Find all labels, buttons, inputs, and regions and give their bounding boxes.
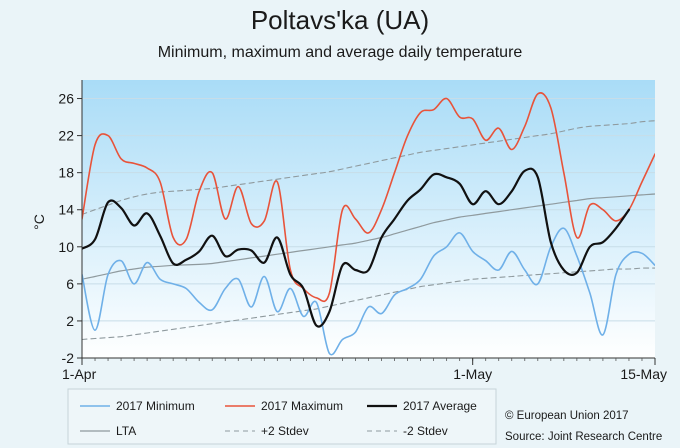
legend-label: 2017 Maximum: [261, 399, 343, 413]
legend-label: LTA: [116, 424, 136, 438]
legend-label: -2 Stdev: [403, 424, 448, 438]
series-2017-maximum-line: [82, 92, 655, 303]
y-tick-label: 14: [58, 202, 74, 218]
credit-eu: © European Union 2017: [505, 410, 629, 422]
chart-subtitle: Minimum, maximum and average daily tempe…: [158, 44, 523, 61]
series-2017-minimum-line: [82, 227, 655, 356]
series-2-stdev-line: [82, 120, 655, 215]
chart-title: Poltavs'ka (UA): [251, 5, 429, 35]
legend-label: 2017 Average: [403, 399, 477, 413]
y-tick-label: -2: [62, 350, 75, 366]
legend-label: +2 Stdev: [261, 424, 309, 438]
credit-source: Source: Joint Research Centre: [505, 431, 662, 443]
x-tick-label: 1-May: [453, 366, 492, 382]
x-tick-label: 15-May: [620, 366, 667, 382]
y-tick-label: 26: [58, 91, 74, 107]
legend-label: 2017 Minimum: [116, 399, 195, 413]
series-2017-average-line: [82, 167, 631, 328]
series-group: [82, 92, 655, 356]
y-tick-label: 6: [66, 276, 74, 292]
x-tick-label: 1-Apr: [62, 366, 97, 382]
legend: 2017 Minimum 2017 Maximum 2017 Average LTA +…: [80, 399, 477, 438]
plot-area: [82, 80, 655, 358]
y-tick-label: 10: [58, 239, 74, 255]
y-tick-label: 22: [58, 128, 74, 144]
y-axis-label: °C: [31, 214, 47, 230]
legend-box: [67, 388, 497, 445]
series-2-stdev-line: [82, 267, 655, 341]
y-tick-label: 18: [58, 165, 74, 181]
y-tick-label: 2: [66, 313, 74, 329]
